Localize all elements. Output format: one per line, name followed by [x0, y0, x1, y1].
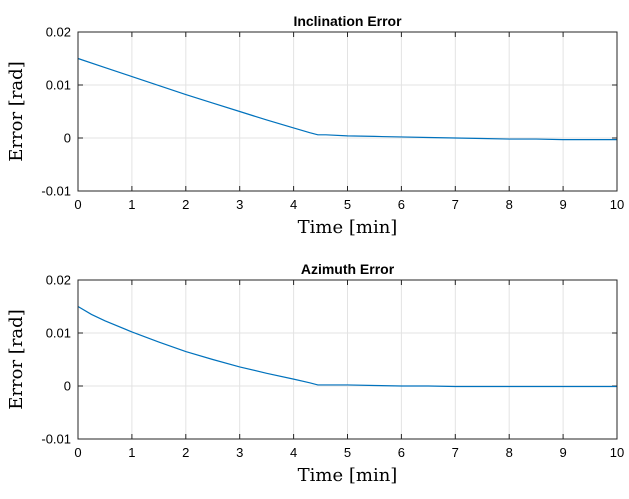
chart-2-x-tick-label: 3: [236, 445, 243, 460]
chart-1-series-line: [77, 57, 617, 141]
chart-1-y-tick-label: -0.01: [41, 184, 71, 199]
chart-2-x-tick-label: 8: [506, 445, 513, 460]
chart-2-y-tick-label: -0.01: [41, 432, 71, 447]
chart-2-y-tick-label: 0: [64, 379, 71, 394]
chart-2-y-tick-label: 0.02: [46, 273, 71, 288]
chart-1-y-tick-label: 0: [64, 131, 71, 146]
chart-1-x-tick-label: 6: [398, 197, 405, 212]
chart-1-x-tick-label: 7: [452, 197, 459, 212]
chart-1-x-tick-label: 1: [128, 197, 135, 212]
chart-1-x-tick-label: 5: [344, 197, 351, 212]
chart-2-x-tick-label: 4: [290, 445, 297, 460]
chart-2-x-tick-label: 5: [344, 445, 351, 460]
chart-1-x-axis-label: Time [min]: [298, 217, 398, 238]
chart-1-x-tick-label: 2: [182, 197, 189, 212]
chart-2-x-axis-label: Time [min]: [298, 465, 398, 486]
chart-2-y-tick-label: 0.01: [46, 326, 71, 341]
chart-2-x-tick-label: 7: [452, 445, 459, 460]
chart-2-x-tick-label: 0: [74, 445, 81, 460]
chart-2-x-tick-label: 1: [128, 445, 135, 460]
chart-1-x-tick-label: 9: [559, 197, 566, 212]
chart-2-series-line: [77, 305, 617, 388]
chart-2-title: Azimuth Error: [301, 261, 395, 277]
chart-2-x-tick-label: 6: [398, 445, 405, 460]
chart-1-x-tick-label: 3: [236, 197, 243, 212]
chart-2-x-tick-label: 9: [559, 445, 566, 460]
chart-1-x-tick-label: 0: [74, 197, 81, 212]
chart-2-axes-frame: [77, 279, 618, 440]
chart-2-y-axis-label: Error [rad]: [6, 309, 27, 409]
chart-2-x-tick-label: 10: [610, 445, 624, 460]
chart-1-y-axis-label: Error [rad]: [6, 61, 27, 161]
chart-1-title: Inclination Error: [293, 13, 402, 29]
chart-1-y-tick-label: 0.01: [46, 78, 71, 93]
chart-1-axes-frame: [77, 31, 618, 192]
chart-1-y-tick-label: 0.02: [46, 25, 71, 40]
chart-1-x-tick-label: 4: [290, 197, 297, 212]
chart-1-x-tick-label: 10: [610, 197, 624, 212]
chart-1-x-tick-label: 8: [506, 197, 513, 212]
chart-2-x-tick-label: 2: [182, 445, 189, 460]
